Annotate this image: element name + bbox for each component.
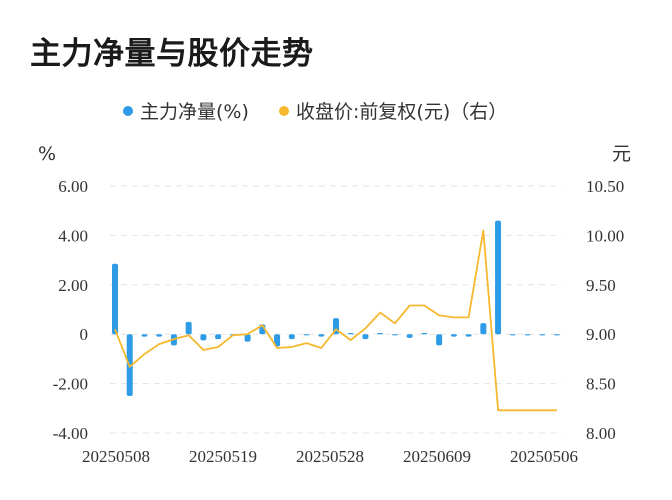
bar: [524, 334, 531, 336]
right-axis-unit: 元: [612, 143, 631, 165]
left-tick-label: -4.00: [53, 424, 88, 443]
legend: 主力净量(%) 收盘价:前复权(元)（右）: [123, 101, 507, 123]
bar: [141, 334, 148, 337]
left-tick-label: 4.00: [58, 226, 88, 245]
legend-label-net-volume: 主力净量(%): [140, 101, 249, 123]
bar: [200, 334, 207, 341]
left-tick-label: 2.00: [58, 276, 88, 295]
x-tick-label: 20250609: [403, 447, 471, 466]
right-tick-label: 10.50: [586, 177, 624, 196]
bar-series: [112, 220, 560, 396]
bar: [274, 334, 281, 347]
bar: [288, 334, 295, 340]
line-series: [114, 229, 557, 412]
bar: [112, 263, 118, 335]
bar: [318, 334, 325, 337]
bar: [480, 323, 487, 335]
bar: [347, 332, 354, 335]
legend-marker-close-price: [279, 106, 289, 116]
right-tick-label: 9.50: [586, 276, 616, 295]
bar: [391, 334, 398, 336]
right-tick-label: 8.00: [586, 424, 616, 443]
x-tick-label: 20250528: [296, 447, 364, 466]
bar: [377, 332, 384, 335]
x-axis-ticks: 20250508 20250519 20250528 20250609 20250506: [82, 447, 578, 466]
left-tick-label: -2.00: [53, 375, 88, 394]
left-tick-label: 6.00: [58, 177, 88, 196]
bar: [509, 334, 516, 336]
x-tick-label: 20250506: [510, 447, 578, 466]
chart-title: 主力净量与股价走势: [30, 36, 314, 72]
bar: [539, 334, 546, 336]
bar: [215, 334, 222, 340]
bar: [465, 334, 472, 337]
bar: [406, 334, 413, 338]
left-tick-label: 0: [80, 325, 89, 344]
left-axis-unit: %: [38, 143, 56, 165]
right-tick-label: 10.00: [586, 226, 624, 245]
bar: [436, 334, 443, 346]
bar: [185, 321, 192, 335]
bar: [362, 334, 369, 340]
x-tick-label: 20250508: [82, 447, 150, 466]
bar: [450, 334, 457, 337]
bar: [495, 220, 502, 335]
bar: [244, 334, 251, 342]
grid-lines: [110, 185, 562, 434]
close-price-line: [114, 229, 557, 412]
x-tick-label: 20250519: [189, 447, 257, 466]
bar: [421, 332, 428, 335]
legend-label-close-price: 收盘价:前复权(元)（右）: [296, 101, 507, 123]
bar: [156, 334, 163, 337]
bar: [554, 334, 560, 336]
left-axis-ticks: 6.00 4.00 2.00 0 -2.00 -4.00: [53, 177, 88, 443]
legend-marker-net-volume: [123, 106, 133, 116]
right-tick-label: 9.00: [586, 325, 616, 344]
bar: [303, 334, 310, 336]
right-tick-label: 8.50: [586, 375, 616, 394]
right-axis-ticks: 10.50 10.00 9.50 9.00 8.50 8.00: [586, 177, 624, 443]
